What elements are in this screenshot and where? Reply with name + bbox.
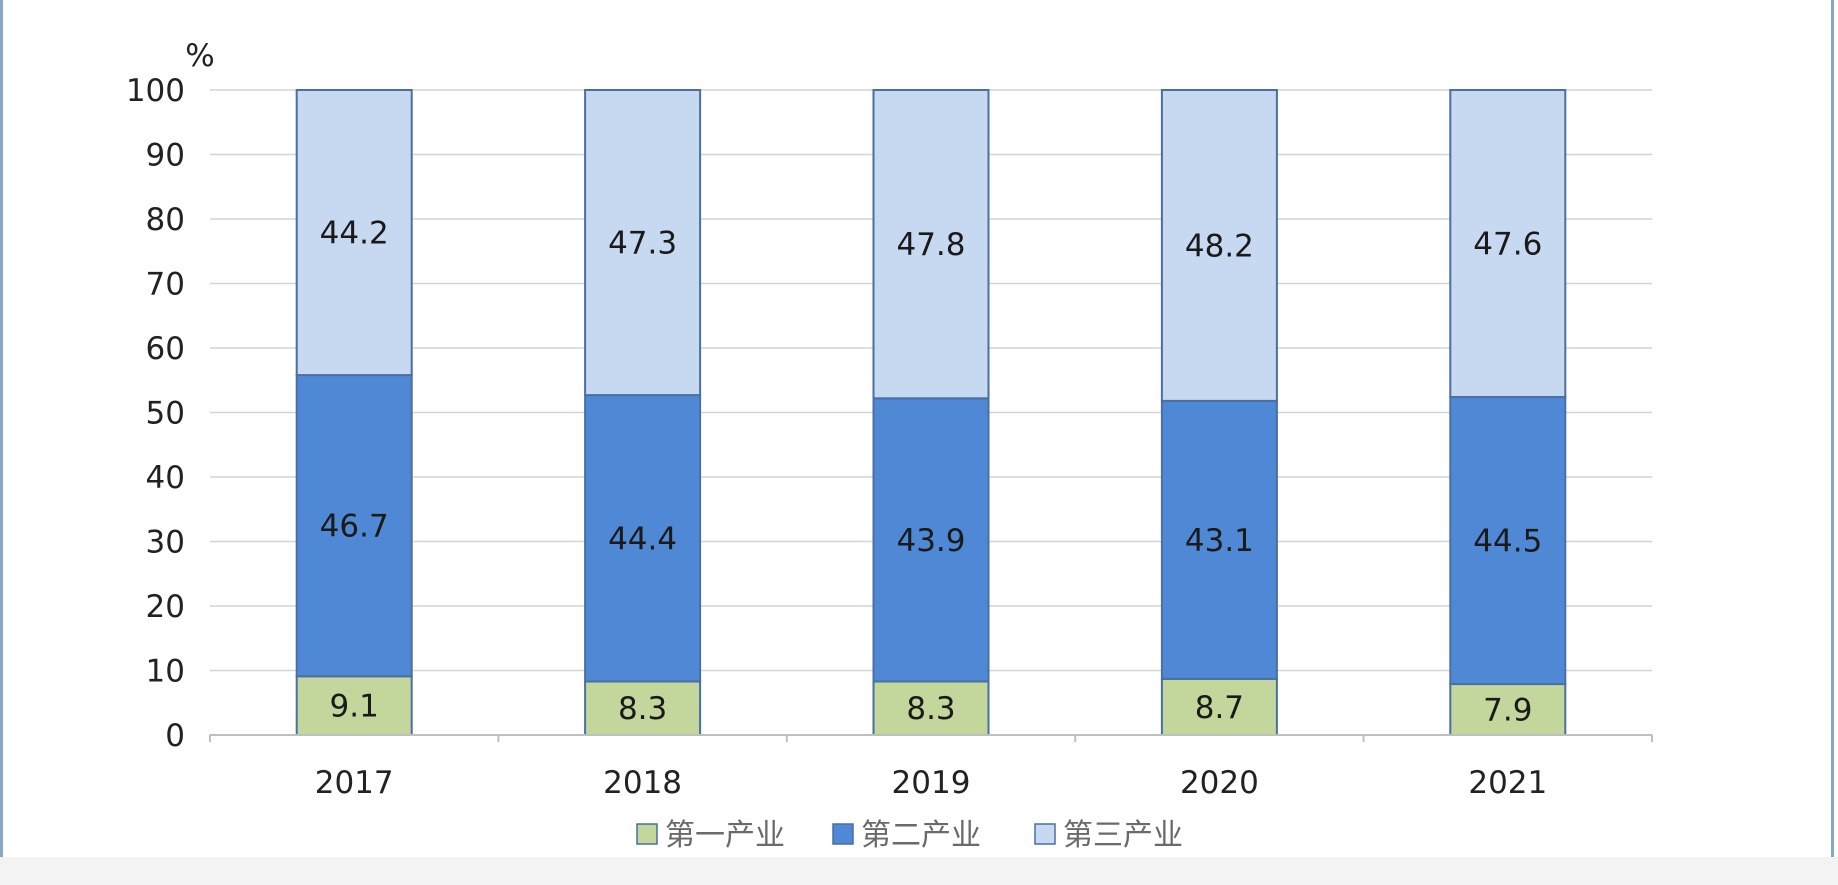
y-tick-label: 80 [146,202,185,238]
data-label: 7.9 [1483,693,1532,729]
data-label: 8.3 [618,691,667,727]
bar-segment [872,397,990,683]
bar-segment [584,680,702,737]
data-label: 9.1 [330,689,379,725]
data-label: 46.7 [320,509,389,545]
bar-segment [1449,683,1567,736]
data-label: 43.1 [1185,523,1254,559]
bar-segment [1160,399,1278,680]
data-label: 44.4 [608,521,677,557]
x-tick-label: 2018 [603,765,682,801]
data-label: 48.2 [1185,228,1254,264]
y-tick-label: 40 [146,460,185,496]
y-tick-label: 30 [146,525,185,561]
y-tick-label: 10 [146,654,185,690]
x-axis: 2017 2018 2019 2020 2021 [209,734,1653,801]
y-axis-unit: % [185,38,214,74]
bar-segment [1449,396,1567,686]
data-label: 44.5 [1473,524,1542,560]
x-tick-label: 2021 [1468,765,1547,801]
bar-segment [295,89,413,377]
bars: 9.1 46.7 44.2 8.3 44.4 47.3 8.3 43.9 47.8 8.7 43.1… [295,89,1567,737]
y-tick-label: 70 [146,267,185,303]
legend-label: 第二产业 [861,818,981,853]
bar-segment [1449,89,1567,399]
y-tick-label: 50 [146,396,185,432]
legend-label: 第三产业 [1063,818,1183,853]
data-label: 47.6 [1473,227,1542,263]
data-label: 43.9 [896,523,965,559]
y-tick-label: 60 [146,331,185,367]
y-tick-label: 100 [126,73,185,109]
data-label: 44.2 [320,216,389,252]
legend: 第一产业 第二产业 第三产业 [636,818,1183,853]
bottom-strip [0,857,1838,885]
legend-label: 第一产业 [665,818,785,853]
y-tick-label: 0 [165,718,185,754]
data-label: 47.3 [608,226,677,262]
legend-swatch [636,823,658,845]
bar-segment [1160,89,1278,402]
bar-segment [584,89,702,397]
y-tick-label: 90 [146,138,185,174]
y-axis-ticks: 0 10 20 30 40 50 60 70 80 90 100 [126,73,185,754]
bar-segment [872,680,990,737]
data-label: 47.8 [896,227,965,263]
x-tick-label: 2017 [315,765,394,801]
x-tick-label: 2019 [892,765,971,801]
x-tick-label: 2020 [1180,765,1259,801]
data-label: 8.7 [1195,690,1244,726]
legend-swatch [832,823,854,845]
bar-segment [295,374,413,678]
bar-segment [872,89,990,400]
legend-swatch [1034,823,1056,845]
data-label: 8.3 [906,691,955,727]
y-tick-label: 20 [146,589,185,625]
